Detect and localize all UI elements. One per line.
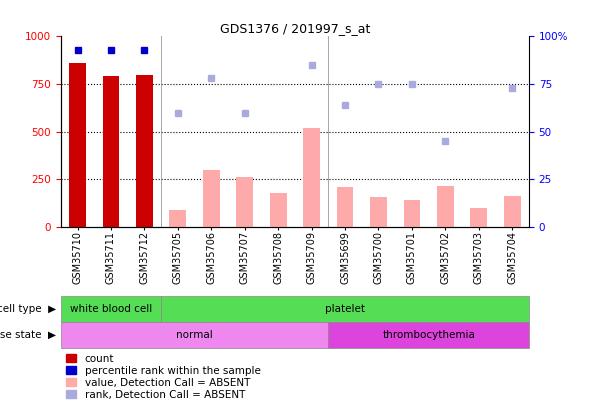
Bar [69,63,86,227]
Bar [404,200,420,227]
Title: GDS1376 / 201997_s_at: GDS1376 / 201997_s_at [219,22,370,35]
Text: disease state  ▶: disease state ▶ [0,330,56,340]
Bar [370,197,387,227]
Bar [237,177,253,227]
Bar [328,322,529,348]
Bar [61,322,328,348]
Bar [437,186,454,227]
Bar [504,196,520,227]
Bar [161,296,529,322]
Bar [61,296,161,322]
Bar [103,77,119,227]
Legend: count, percentile rank within the sample, value, Detection Call = ABSENT, rank, : count, percentile rank within the sample… [66,354,261,400]
Bar [136,75,153,227]
Bar [203,170,219,227]
Text: normal: normal [176,330,213,340]
Text: cell type  ▶: cell type ▶ [0,304,56,314]
Bar [337,187,353,227]
Text: platelet: platelet [325,304,365,314]
Bar [303,128,320,227]
Text: white blood cell: white blood cell [70,304,152,314]
Bar [471,208,487,227]
Bar [270,194,286,227]
Bar [170,210,186,227]
Text: thrombocythemia: thrombocythemia [382,330,475,340]
